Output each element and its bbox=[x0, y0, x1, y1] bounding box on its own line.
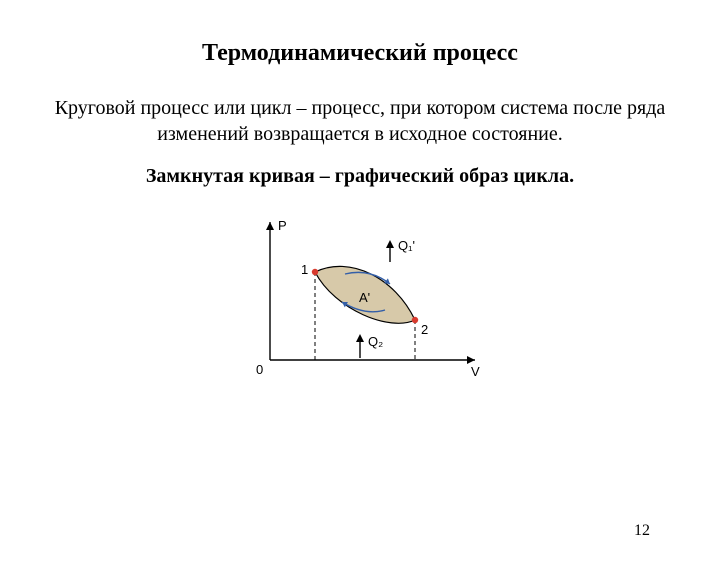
svg-text:Q₂: Q₂ bbox=[368, 334, 383, 349]
paragraph-closed-curve: Замкнутая кривая – графический образ цик… bbox=[40, 165, 680, 188]
svg-text:P: P bbox=[278, 218, 287, 233]
svg-text:V: V bbox=[471, 364, 480, 379]
svg-text:1: 1 bbox=[301, 262, 308, 277]
svg-text:A': A' bbox=[359, 290, 370, 305]
svg-text:0: 0 bbox=[256, 362, 263, 377]
svg-text:Q₁': Q₁' bbox=[398, 238, 415, 253]
pv-diagram: P V 0 1 2 A' Q₁' Q₂ bbox=[230, 210, 490, 390]
page-number: 12 bbox=[634, 522, 650, 540]
pv-diagram-container: P V 0 1 2 A' Q₁' Q₂ bbox=[0, 210, 720, 390]
paragraph-definition: Круговой процесс или цикл – процесс, при… bbox=[40, 95, 680, 147]
page-title: Термодинамический процесс bbox=[0, 40, 720, 67]
svg-text:2: 2 bbox=[421, 322, 428, 337]
